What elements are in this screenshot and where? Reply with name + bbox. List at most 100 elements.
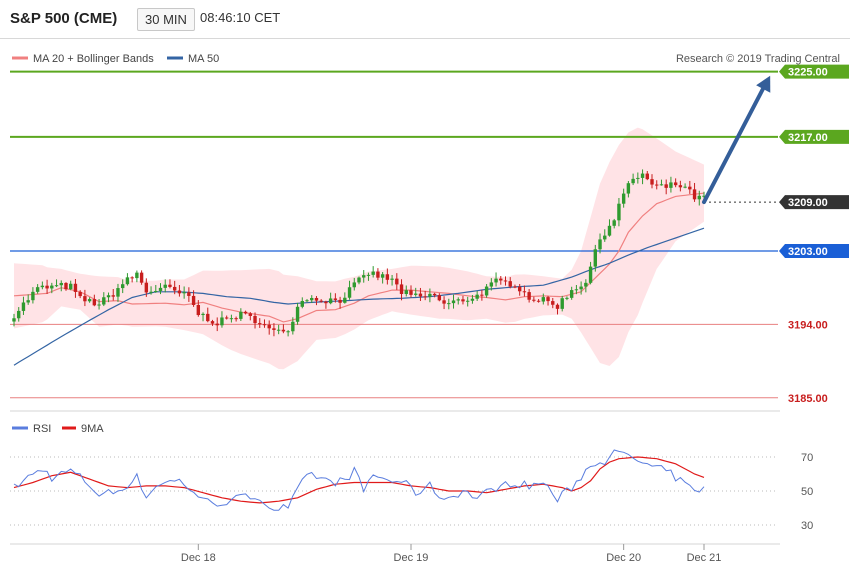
candle-body[interactable] bbox=[588, 266, 593, 283]
candle-body[interactable] bbox=[645, 173, 649, 180]
candle-body[interactable] bbox=[149, 291, 153, 293]
candle-body[interactable] bbox=[621, 193, 626, 204]
candle-body[interactable] bbox=[206, 313, 210, 322]
candle-body[interactable] bbox=[593, 249, 598, 267]
candle-body[interactable] bbox=[565, 297, 569, 299]
candle-body[interactable] bbox=[106, 295, 111, 298]
candle-body[interactable] bbox=[291, 321, 295, 332]
candle-body[interactable] bbox=[319, 300, 323, 302]
candle-body[interactable] bbox=[418, 293, 423, 297]
candle-body[interactable] bbox=[201, 313, 205, 316]
candle-body[interactable] bbox=[484, 286, 489, 296]
candle-body[interactable] bbox=[234, 318, 238, 320]
candle-body[interactable] bbox=[499, 278, 503, 281]
candle-body[interactable] bbox=[437, 295, 442, 301]
candle-body[interactable] bbox=[333, 298, 338, 300]
candle-body[interactable] bbox=[177, 290, 182, 294]
candle-body[interactable] bbox=[125, 277, 130, 285]
candle-body[interactable] bbox=[607, 225, 612, 236]
candle-body[interactable] bbox=[579, 286, 583, 290]
candle-body[interactable] bbox=[224, 317, 229, 319]
candle-body[interactable] bbox=[102, 297, 106, 305]
candle-body[interactable] bbox=[243, 311, 248, 314]
candle-body[interactable] bbox=[239, 311, 243, 319]
candle-body[interactable] bbox=[343, 297, 347, 303]
candle-body[interactable] bbox=[158, 287, 163, 291]
candle-body[interactable] bbox=[83, 296, 87, 302]
candle-body[interactable] bbox=[59, 282, 63, 286]
candle-body[interactable] bbox=[191, 295, 196, 305]
candle-body[interactable] bbox=[64, 282, 68, 290]
candle-body[interactable] bbox=[399, 284, 404, 294]
candle-body[interactable] bbox=[182, 292, 186, 294]
candle-body[interactable] bbox=[172, 286, 177, 291]
candle-body[interactable] bbox=[536, 300, 541, 302]
candle-body[interactable] bbox=[69, 283, 73, 290]
candle-body[interactable] bbox=[456, 299, 460, 301]
candle-body[interactable] bbox=[414, 293, 418, 295]
candle-body[interactable] bbox=[338, 299, 342, 303]
candle-body[interactable] bbox=[50, 285, 54, 289]
candle-body[interactable] bbox=[650, 179, 654, 185]
candle-body[interactable] bbox=[513, 286, 517, 288]
candle-body[interactable] bbox=[347, 287, 352, 298]
candle-body[interactable] bbox=[97, 304, 101, 306]
candle-body[interactable] bbox=[163, 284, 167, 288]
candle-body[interactable] bbox=[451, 300, 456, 304]
candle-body[interactable] bbox=[73, 283, 78, 292]
candle-body[interactable] bbox=[631, 178, 635, 184]
candle-body[interactable] bbox=[395, 278, 399, 285]
candle-body[interactable] bbox=[702, 195, 706, 197]
candle-body[interactable] bbox=[447, 303, 451, 305]
candle-body[interactable] bbox=[669, 182, 673, 188]
candle-body[interactable] bbox=[92, 299, 97, 306]
candle-body[interactable] bbox=[697, 195, 701, 200]
candle-body[interactable] bbox=[532, 299, 536, 301]
candle-body[interactable] bbox=[380, 274, 385, 278]
candle-body[interactable] bbox=[475, 294, 479, 299]
candle-body[interactable] bbox=[409, 290, 413, 295]
candle-body[interactable] bbox=[12, 318, 16, 322]
candle-body[interactable] bbox=[366, 274, 371, 276]
candle-body[interactable] bbox=[598, 239, 602, 250]
candle-body[interactable] bbox=[26, 300, 30, 303]
candle-body[interactable] bbox=[465, 300, 470, 302]
candle-body[interactable] bbox=[220, 317, 224, 326]
candle-body[interactable] bbox=[432, 293, 437, 296]
candle-body[interactable] bbox=[603, 235, 607, 240]
candle-body[interactable] bbox=[300, 300, 304, 307]
candle-body[interactable] bbox=[517, 286, 522, 292]
candle-body[interactable] bbox=[480, 294, 484, 296]
candle-body[interactable] bbox=[428, 293, 432, 297]
candle-body[interactable] bbox=[324, 301, 328, 304]
candle-body[interactable] bbox=[659, 184, 664, 186]
candle-body[interactable] bbox=[78, 291, 82, 297]
candle-body[interactable] bbox=[664, 184, 668, 188]
candle-body[interactable] bbox=[442, 300, 446, 304]
candle-body[interactable] bbox=[692, 189, 697, 200]
candle-body[interactable] bbox=[139, 272, 144, 283]
candle-body[interactable] bbox=[357, 277, 361, 283]
candle-body[interactable] bbox=[522, 291, 527, 293]
candle-body[interactable] bbox=[636, 177, 640, 179]
candle-body[interactable] bbox=[35, 287, 40, 292]
candle-body[interactable] bbox=[310, 297, 314, 301]
candle-body[interactable] bbox=[210, 321, 215, 324]
candle-body[interactable] bbox=[494, 278, 498, 283]
candle-body[interactable] bbox=[187, 292, 191, 296]
candle-body[interactable] bbox=[295, 306, 300, 322]
candle-body[interactable] bbox=[229, 318, 234, 320]
candle-body[interactable] bbox=[555, 304, 560, 309]
candle-body[interactable] bbox=[541, 297, 546, 302]
candle-body[interactable] bbox=[262, 324, 267, 326]
candle-body[interactable] bbox=[688, 186, 692, 190]
candle-body[interactable] bbox=[362, 275, 366, 278]
candle-body[interactable] bbox=[470, 298, 475, 301]
candle-body[interactable] bbox=[116, 288, 120, 297]
candle-body[interactable] bbox=[40, 285, 45, 288]
candle-body[interactable] bbox=[569, 290, 574, 298]
candle-body[interactable] bbox=[673, 182, 678, 186]
candle-body[interactable] bbox=[54, 285, 59, 287]
candle-body[interactable] bbox=[617, 203, 621, 221]
